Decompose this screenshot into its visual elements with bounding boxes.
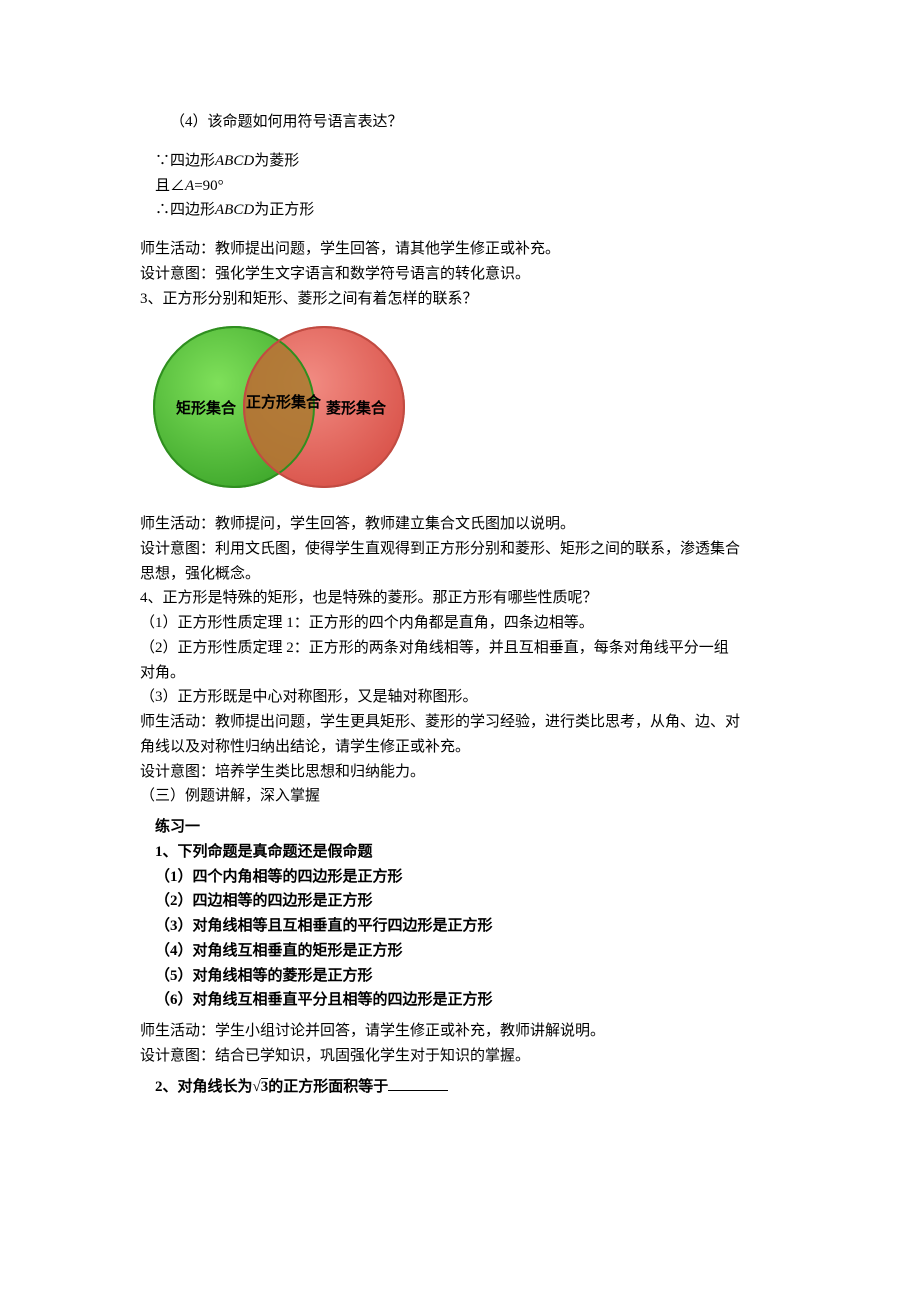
- exercise2-prefix: 2、对角线长为: [155, 1079, 253, 1095]
- venn-svg: 矩形集合 正方形集合 菱形集合: [146, 319, 412, 495]
- block2-intent-line1: 设计意图：利用文氏图，使得学生直观得到正方形分别和菱形、矩形之间的联系，渗透集合: [140, 537, 790, 562]
- block2-intent3: 设计意图：培养学生类比思想和归纳能力。: [140, 760, 790, 785]
- exercise2-suffix: 的正方形面积等于: [268, 1079, 388, 1095]
- sqrt-symbol: √: [253, 1079, 261, 1095]
- venn-left-label: 矩形集合: [176, 399, 237, 417]
- q4-prompt: （4）该命题如何用符号语言表达？: [140, 110, 790, 135]
- abcd-2: ABCD: [215, 202, 254, 218]
- venn-center-label: 正方形集合: [246, 393, 322, 411]
- exercise1-item-3: （3）对角线相等且互相垂直的平行四边形是正方形: [140, 914, 790, 939]
- exercise2-blank: [388, 1076, 448, 1091]
- block2-activity2b: 角线以及对称性归纳出结论，请学生修正或补充。: [140, 735, 790, 760]
- exercise2: 2、对角线长为√3的正方形面积等于: [140, 1075, 790, 1100]
- block2-p2b: 对角。: [140, 661, 790, 686]
- block3-intent: 设计意图：结合已学知识，巩固强化学生对于知识的掌握。: [140, 1044, 790, 1069]
- exercise1-item-2: （2）四边相等的四边形是正方形: [140, 889, 790, 914]
- exercise1-item-5: （5）对角线相等的菱形是正方形: [140, 964, 790, 989]
- block3-activity: 师生活动：学生小组讨论并回答，请学生修正或补充，教师讲解说明。: [140, 1019, 790, 1044]
- block2-activity: 师生活动：教师提问，学生回答，教师建立集合文氏图加以说明。: [140, 512, 790, 537]
- symbolic-line-1: ∵四边形ABCD为菱形: [140, 149, 790, 174]
- exercise1: 练习一 1、下列命题是真命题还是假命题 （1）四个内角相等的四边形是正方形 （2…: [140, 815, 790, 1013]
- venn-right-label: 菱形集合: [326, 399, 387, 417]
- abcd-1: ABCD: [215, 153, 254, 169]
- block2-sec3: （三）例题讲解，深入掌握: [140, 784, 790, 809]
- block2-activity2a: 师生活动：教师提出问题，学生更具矩形、菱形的学习经验，进行类比思考，从角、边、对: [140, 710, 790, 735]
- exercise1-item-6: （6）对角线互相垂直平分且相等的四边形是正方形: [140, 988, 790, 1013]
- block2-p3: （3）正方形既是中心对称图形，又是轴对称图形。: [140, 685, 790, 710]
- exercise1-item-1: （1）四个内角相等的四边形是正方形: [140, 865, 790, 890]
- block2: 师生活动：教师提问，学生回答，教师建立集合文氏图加以说明。 设计意图：利用文氏图…: [140, 512, 790, 809]
- symbolic-line-3: ∴四边形ABCD为正方形: [140, 198, 790, 223]
- exercise2-line: 2、对角线长为√3的正方形面积等于: [140, 1075, 790, 1100]
- block2-q4: 4、正方形是特殊的矩形，也是特殊的菱形。那正方形有哪些性质呢？: [140, 586, 790, 611]
- exercise1-head: 1、下列命题是真命题还是假命题: [140, 840, 790, 865]
- venn-diagram: 矩形集合 正方形集合 菱形集合: [146, 319, 790, 504]
- symbolic-line-2: 且∠A=90°: [140, 174, 790, 199]
- angle-a: A: [185, 178, 194, 194]
- block1: 师生活动：教师提出问题，学生回答，请其他学生修正或补充。 设计意图：强化学生文字…: [140, 237, 790, 311]
- exercise1-item-4: （4）对角线互相垂直的矩形是正方形: [140, 939, 790, 964]
- block1-q3: 3、正方形分别和矩形、菱形之间有着怎样的联系？: [140, 287, 790, 312]
- exercise1-title: 练习一: [140, 815, 790, 840]
- block3: 师生活动：学生小组讨论并回答，请学生修正或补充，教师讲解说明。 设计意图：结合已…: [140, 1019, 790, 1069]
- block2-p2a: （2）正方形性质定理 2：正方形的两条对角线相等，并且互相垂直，每条对角线平分一…: [140, 636, 790, 661]
- block1-activity: 师生活动：教师提出问题，学生回答，请其他学生修正或补充。: [140, 237, 790, 262]
- block2-intent-line2: 思想，强化概念。: [140, 562, 790, 587]
- block1-intent: 设计意图：强化学生文字语言和数学符号语言的转化意识。: [140, 262, 790, 287]
- block2-p1: （1）正方形性质定理 1：正方形的四个内角都是直角，四条边相等。: [140, 611, 790, 636]
- symbolic-block: ∵四边形ABCD为菱形 且∠A=90° ∴四边形ABCD为正方形: [140, 149, 790, 223]
